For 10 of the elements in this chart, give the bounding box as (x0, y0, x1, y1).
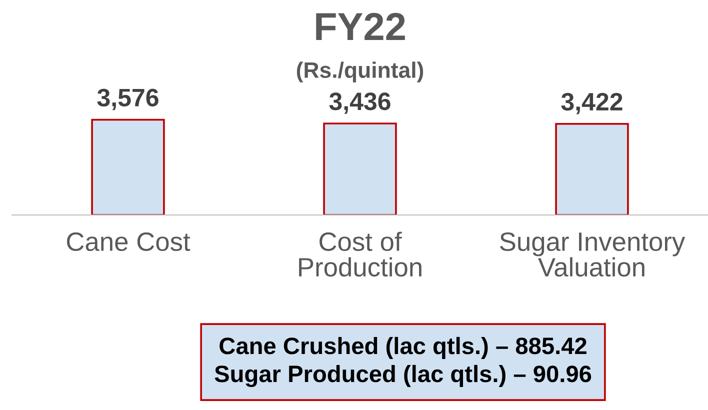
x-tick-label: Cane Cost (67, 232, 190, 252)
text: Cane Crushed (lac qtls.) – 885.42 (220, 336, 586, 359)
text: Sugar Produced (lac qtls.) – 90.96 (214, 364, 592, 388)
chart-title: FY22 (316, 12, 405, 40)
data-label: 3,422 (561, 92, 622, 114)
x-tick-label: Cost of Production (299, 232, 422, 277)
chart-subtitle: (Rs./quintal) (296, 62, 424, 82)
x-tick-label: Sugar Inventory Valuation (500, 232, 686, 277)
data-label: 3,576 (97, 88, 158, 110)
data-label: 3,436 (329, 92, 390, 114)
